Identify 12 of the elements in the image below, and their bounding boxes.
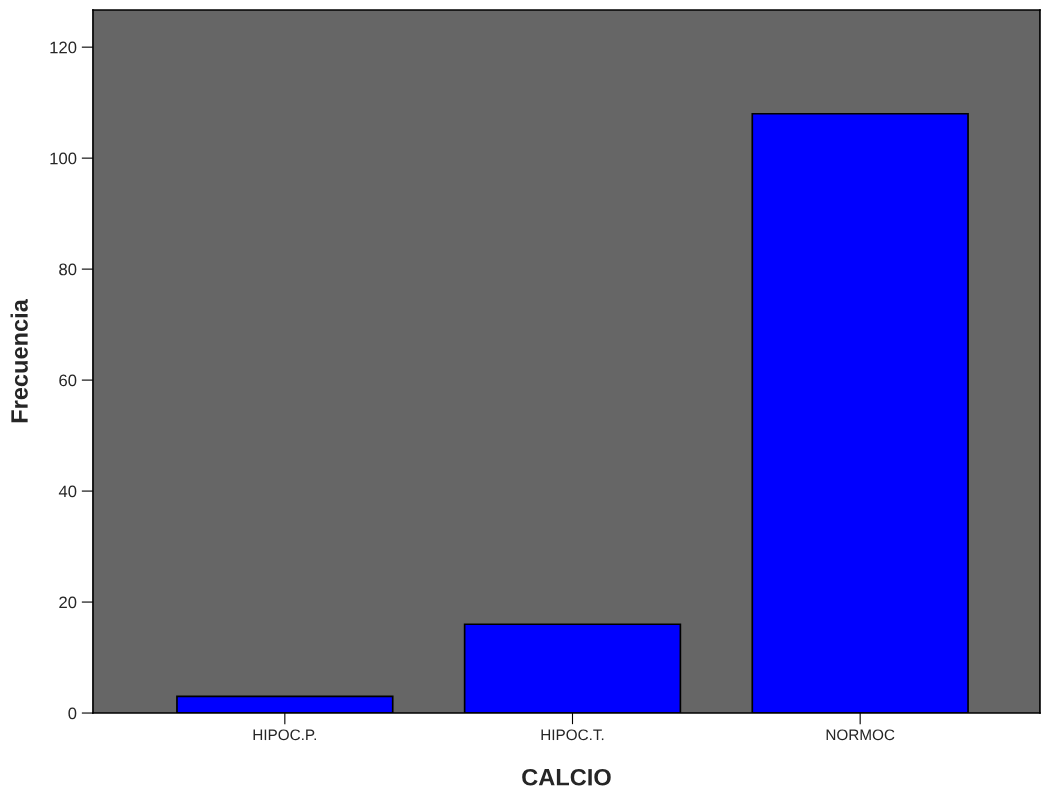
y-tick-label: 0	[68, 707, 77, 720]
y-tick-label: 120	[50, 41, 77, 54]
x-tick-label: NORMOC	[826, 729, 895, 741]
y-tick-label: 40	[58, 485, 77, 498]
x-tick-label: HIPOC.T.	[541, 729, 604, 741]
y-axis-title: Frecuencia	[10, 299, 28, 423]
y-tick-label: 100	[50, 152, 77, 165]
x-axis-title: CALCIO	[522, 768, 611, 786]
y-tick-label: 20	[59, 596, 77, 609]
y-tick-label: 80	[59, 263, 77, 276]
x-tick-label: HIPOC.P.	[253, 729, 316, 741]
y-tick-label: 60	[59, 374, 77, 387]
